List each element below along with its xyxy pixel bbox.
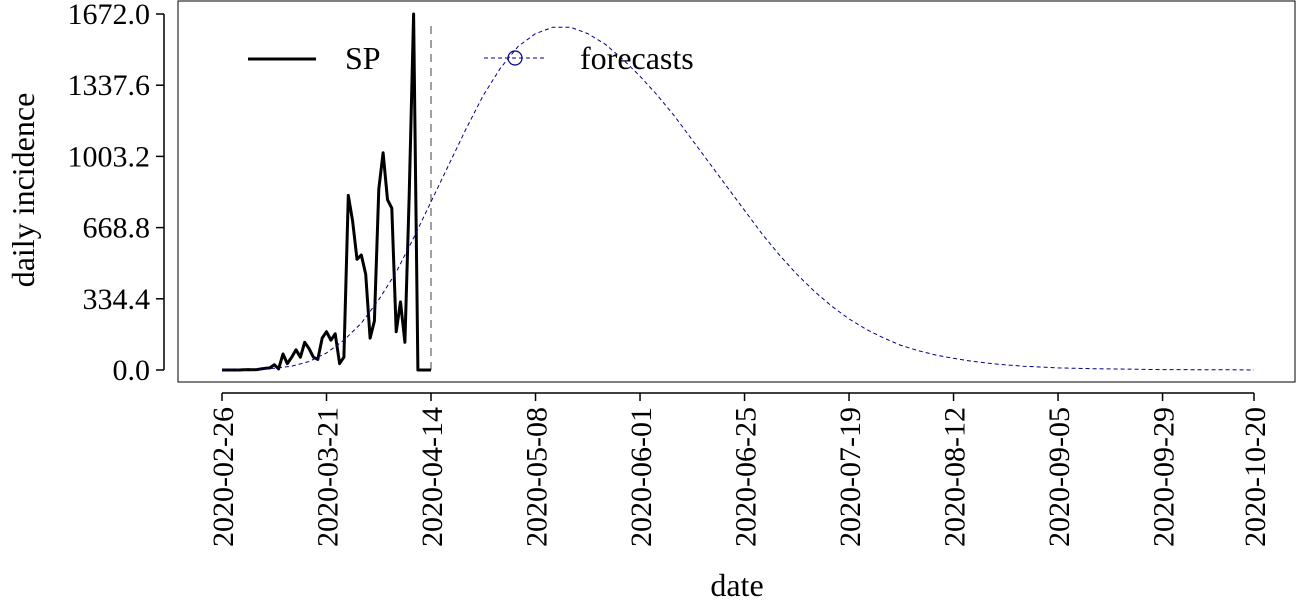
legend: SP forecasts	[248, 40, 694, 76]
x-tick-label: 2020-06-01	[625, 407, 658, 547]
legend-sp-label: SP	[345, 40, 381, 76]
x-ticks: 2020-02-26 2020-03-21 2020-04-14 2020-05-08…	[207, 393, 1272, 547]
legend-forecasts-marker	[507, 50, 523, 66]
x-tick-label: 2020-09-29	[1148, 407, 1181, 547]
y-tick-label: 1672.0	[68, 0, 151, 31]
x-axis-title: date	[710, 567, 763, 600]
x-tick-label: 2020-07-19	[834, 407, 867, 547]
y-tick-label: 1003.2	[68, 140, 151, 173]
x-tick-label: 2020-05-08	[521, 407, 554, 547]
x-tick-label: 2020-03-21	[312, 407, 345, 547]
x-tick-label: 2020-06-25	[730, 407, 763, 547]
legend-forecasts-label: forecasts	[580, 40, 694, 76]
series-sp-line	[222, 12, 431, 372]
x-tick-label: 2020-04-14	[416, 407, 449, 547]
x-tick-label: 2020-02-26	[207, 407, 240, 547]
y-axis-title: daily incidence	[5, 93, 41, 288]
series-layer	[221, 12, 1255, 372]
y-tick-label: 1337.6	[68, 69, 151, 102]
plot-frame	[177, 0, 1296, 383]
y-tick-label: 668.8	[83, 212, 151, 245]
y-ticks: 0.0 334.4 668.8 1003.2 1337.6 1672.0	[68, 0, 164, 387]
y-tick-label: 0.0	[113, 354, 151, 387]
x-tick-label: 2020-10-20	[1239, 407, 1272, 547]
x-tick-label: 2020-09-05	[1043, 407, 1076, 547]
x-tick-label: 2020-08-12	[939, 407, 972, 547]
y-tick-label: 334.4	[83, 283, 151, 316]
series-forecasts-line	[221, 26, 1255, 371]
